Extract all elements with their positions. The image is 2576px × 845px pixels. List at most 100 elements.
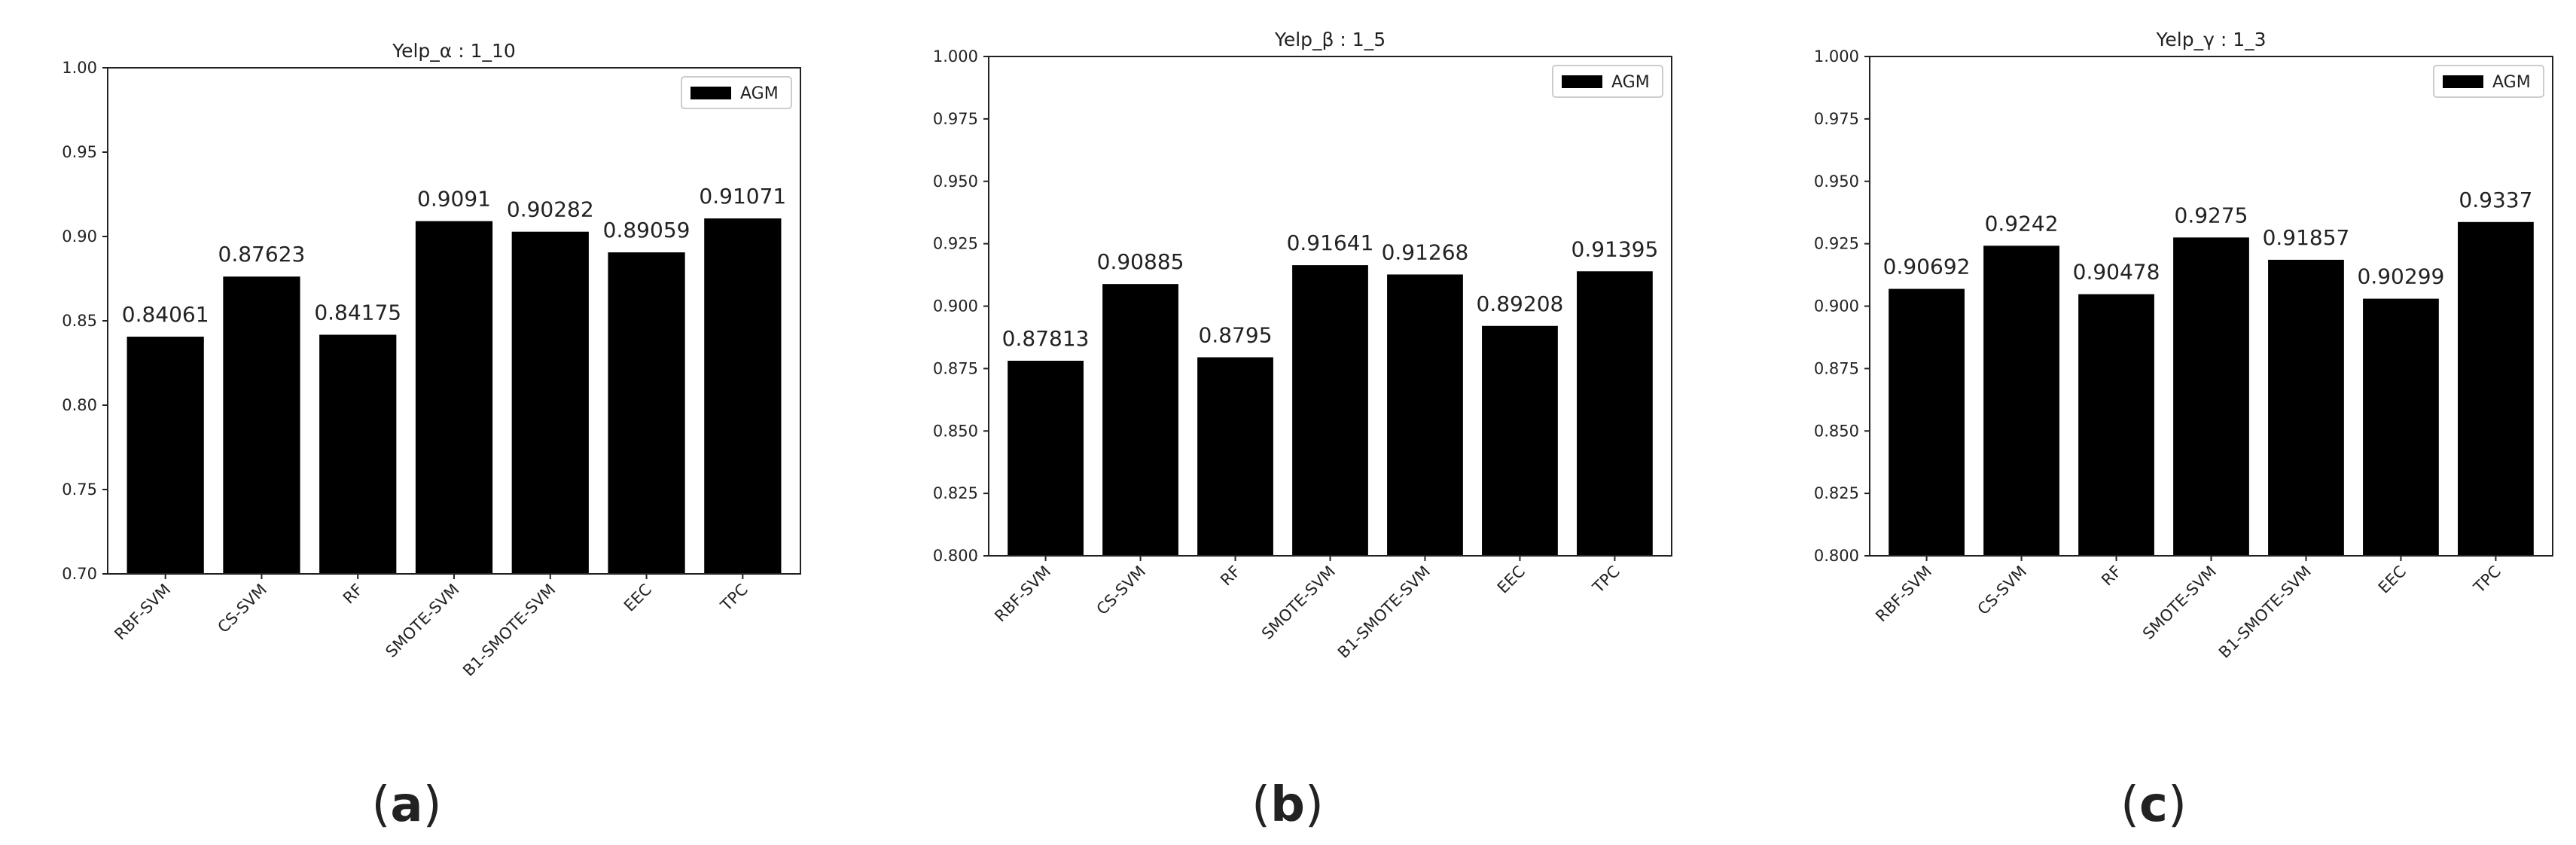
data-label: 0.87813: [1002, 326, 1090, 351]
y-tick-label: 1.000: [1814, 47, 1859, 66]
chart-panel-c: Yelp_γ : 1_3 0.90692 RBF-SVM 0.9242 CS-SVM 0.…: [1814, 29, 2553, 833]
data-label: 0.9242: [1985, 211, 2059, 236]
bar-smote-svm: [2173, 237, 2249, 556]
bar-tpc: [1577, 271, 1653, 556]
x-tick-label: SMOTE-SVM: [382, 581, 462, 661]
chart-panel-a: Yelp_α : 1_10 0.84061 RBF-SVM 0.87623 CS-SVM…: [62, 40, 801, 833]
bar-b1-smote-svm: [1387, 274, 1463, 556]
x-tick-label: CS-SVM: [1093, 563, 1150, 619]
x-tick-label: RF: [2098, 563, 2125, 590]
y-tick-label: 0.875: [933, 359, 978, 377]
bar-eec: [608, 252, 685, 574]
x-tick-label: B1-SMOTE-SVM: [2215, 563, 2315, 662]
y-tick-label: 0.925: [933, 235, 978, 253]
data-label: 0.91641: [1287, 230, 1374, 255]
y-tick-label: 0.90: [62, 227, 97, 246]
x-tick-label: RBF-SVM: [111, 581, 174, 644]
data-label: 0.84175: [314, 300, 401, 325]
legend-swatch: [690, 87, 731, 99]
x-tick-label: RBF-SVM: [991, 563, 1054, 626]
bar-b1-smote-svm: [511, 231, 589, 574]
legend-label: AGM: [1611, 73, 1650, 92]
data-label: 0.91857: [2263, 225, 2350, 250]
bar-rf: [319, 334, 397, 574]
y-tick-label: 0.850: [933, 422, 978, 440]
plot-frame: [107, 67, 801, 575]
bar-cs-svm: [1983, 246, 2059, 556]
x-tick-label: EEC: [2375, 563, 2410, 597]
legend: AGM: [681, 76, 792, 109]
bar-cs-svm: [1102, 284, 1178, 556]
x-tick-label: TPC: [717, 581, 751, 615]
plot-frame: [988, 56, 1672, 557]
x-tick-label: RF: [340, 581, 367, 608]
legend-box: [1552, 65, 1663, 98]
chart-title: Yelp_β : 1_5: [1274, 29, 1386, 50]
legend-swatch: [2443, 75, 2483, 88]
y-tick-label: 0.800: [933, 547, 978, 565]
data-label: 0.84061: [122, 302, 209, 327]
bar-cs-svm: [223, 276, 300, 574]
y-tick-label: 0.975: [933, 110, 978, 128]
legend: AGM: [1552, 65, 1663, 98]
bar-eec: [2363, 298, 2439, 556]
y-tick-label: 0.85: [62, 312, 97, 330]
x-tick-label: CS-SVM: [1974, 563, 2031, 619]
bar-eec: [1482, 325, 1558, 556]
bar-smote-svm: [415, 221, 493, 574]
y-tick-label: 0.975: [1814, 110, 1859, 128]
data-label: 0.90885: [1097, 249, 1184, 274]
y-tick-label: 0.80: [62, 396, 97, 414]
x-tick-label: CS-SVM: [214, 581, 270, 637]
bar-rf: [1197, 357, 1273, 556]
chart-panel-b: Yelp_β : 1_5 0.87813 RBF-SVM 0.90885 CS-SVM 0…: [933, 29, 1672, 833]
bar-rbf-svm: [1008, 360, 1084, 556]
y-tick-label: 1.000: [933, 47, 978, 66]
data-label: 0.90282: [507, 197, 594, 222]
legend-label: AGM: [740, 84, 779, 103]
bar-rf: [2078, 294, 2154, 556]
bar-rbf-svm: [1889, 288, 1965, 556]
data-label: 0.90299: [2358, 264, 2445, 289]
legend-swatch: [1562, 75, 1602, 88]
data-label: 0.90692: [1883, 255, 1971, 279]
y-tick-label: 0.850: [1814, 422, 1859, 440]
y-tick-label: 0.825: [1814, 484, 1859, 502]
panel-caption: (a): [371, 777, 441, 833]
x-tick-label: EEC: [1494, 563, 1529, 597]
data-label: 0.91268: [1382, 239, 1469, 264]
chart-title: Yelp_α : 1_10: [392, 40, 516, 62]
data-label: 0.91395: [1572, 236, 1659, 261]
x-tick-label: SMOTE-SVM: [1258, 563, 1339, 643]
data-label: 0.8795: [1199, 322, 1273, 347]
y-tick-label: 0.825: [933, 484, 978, 502]
legend-box: [681, 76, 792, 109]
data-label: 0.9337: [2459, 188, 2532, 212]
y-tick-label: 0.900: [933, 297, 978, 316]
data-label: 0.87623: [218, 242, 306, 267]
bar-smote-svm: [1292, 265, 1368, 556]
x-tick-label: SMOTE-SVM: [2139, 563, 2220, 643]
y-tick-label: 0.800: [1814, 547, 1859, 565]
bar-rbf-svm: [127, 337, 204, 574]
y-tick-label: 0.950: [1814, 172, 1859, 191]
x-tick-label: TPC: [2470, 563, 2504, 597]
bar-tpc: [2458, 221, 2534, 556]
y-tick-label: 0.950: [933, 172, 978, 191]
x-tick-label: B1-SMOTE-SVM: [459, 581, 559, 680]
y-tick-label: 0.900: [1814, 297, 1859, 316]
x-tick-label: B1-SMOTE-SVM: [1334, 563, 1434, 662]
x-tick-label: RF: [1217, 563, 1244, 590]
y-tick-label: 0.95: [62, 143, 97, 161]
chart-title: Yelp_γ : 1_3: [2155, 29, 2266, 50]
legend-box: [2433, 65, 2544, 98]
x-tick-label: RBF-SVM: [1872, 563, 1935, 626]
data-label: 0.9275: [2175, 203, 2248, 227]
data-label: 0.91071: [699, 184, 786, 209]
y-tick-label: 0.925: [1814, 235, 1859, 253]
plot-frame: [1869, 56, 2553, 557]
legend: AGM: [2433, 65, 2544, 98]
x-tick-label: TPC: [1589, 563, 1623, 597]
y-tick-label: 1.00: [62, 59, 97, 77]
